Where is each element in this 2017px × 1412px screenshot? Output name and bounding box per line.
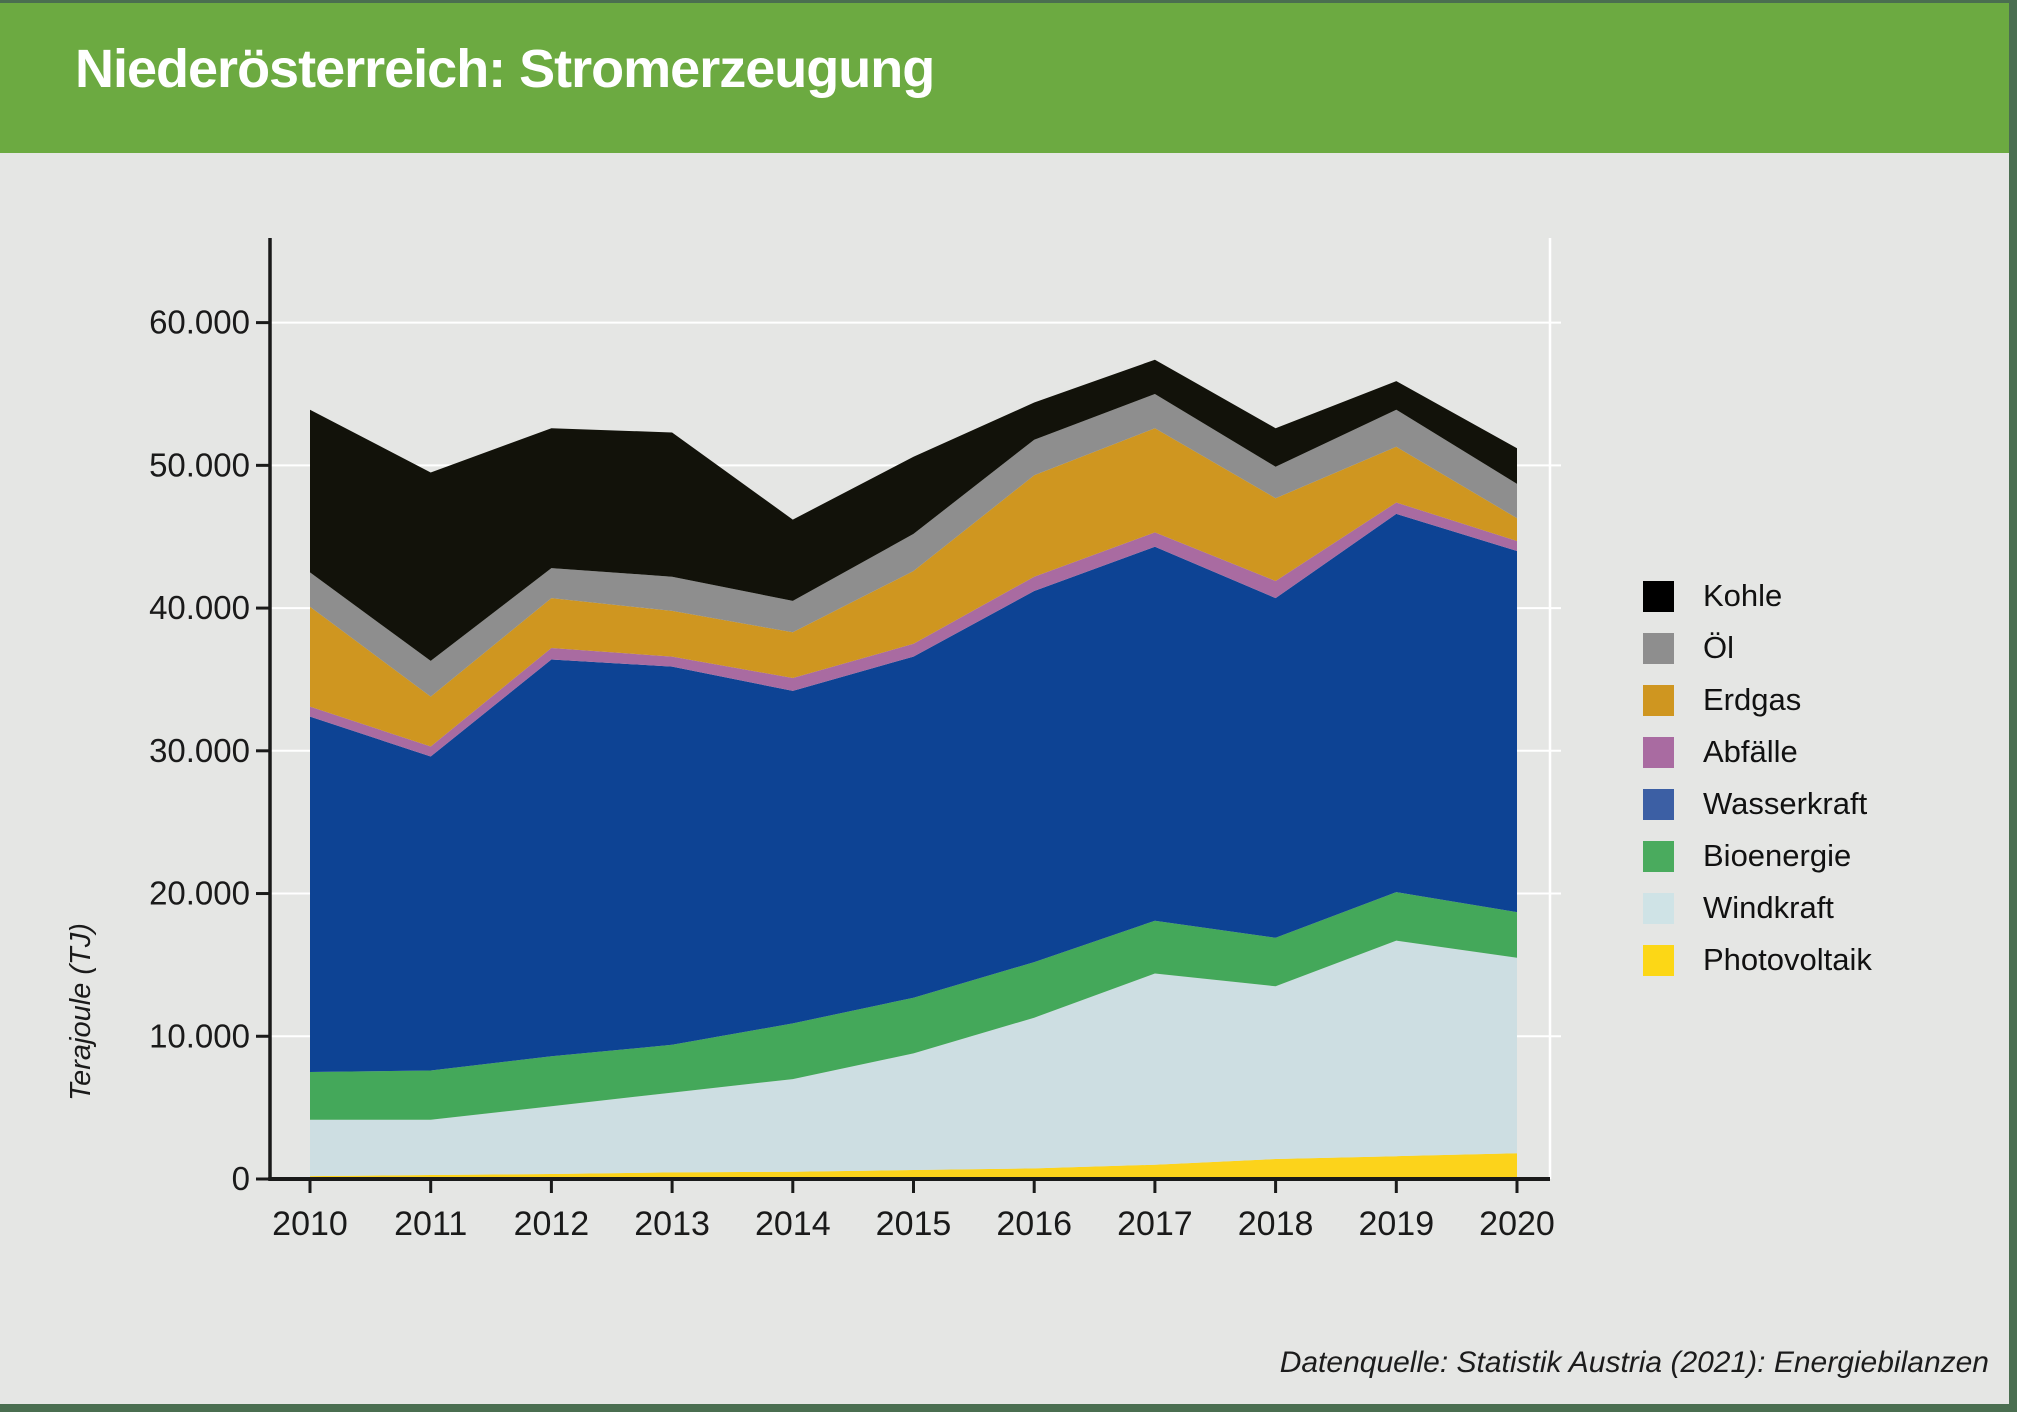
area-Photovoltaik — [310, 1153, 1517, 1179]
right-edge-stripe — [2009, 0, 2017, 1412]
legend-item-Bioenergie: Bioenergie — [1643, 830, 1872, 882]
legend-label-Erdgas: Erdgas — [1703, 682, 1802, 717]
legend-item-Wasserkraft: Wasserkraft — [1643, 778, 1872, 830]
area-Windkraft — [310, 940, 1517, 1177]
legend-swatch-Windkraft — [1643, 892, 1674, 924]
y-tick-label-0: 0 — [232, 1160, 250, 1197]
legend-label-Bioenergie: Bioenergie — [1703, 838, 1852, 873]
legend-item-Öl: Öl — [1643, 622, 1872, 674]
legend-swatch-Abfälle — [1643, 736, 1674, 768]
x-tick-label-2016: 2016 — [996, 1205, 1072, 1243]
header-bar: Niederösterreich: Stromerzeugung — [0, 0, 2017, 153]
legend-swatch-Wasserkraft — [1643, 788, 1674, 820]
x-tick-label-2013: 2013 — [634, 1205, 710, 1243]
area-Kohle — [310, 359, 1517, 661]
y-tick-label-30.000: 30.000 — [149, 732, 250, 769]
x-tick-label-2019: 2019 — [1358, 1205, 1434, 1243]
legend-label-Öl: Öl — [1703, 630, 1734, 665]
area-Abfälle — [310, 502, 1517, 757]
y-axis-title: Terajoule (TJ) — [65, 923, 97, 1101]
legend-item-Kohle: Kohle — [1643, 570, 1872, 622]
x-tick-label-2015: 2015 — [876, 1205, 952, 1243]
y-tick-label-20.000: 20.000 — [149, 875, 250, 912]
area-Öl — [310, 394, 1517, 697]
chart-legend: Kohle Öl Erdgas Abfälle Wasserkraft Bioenergi… — [1643, 570, 1872, 986]
data-source-note: Datenquelle: Statistik Austria (2021): E… — [1279, 1346, 1989, 1379]
legend-swatch-Öl — [1643, 632, 1674, 664]
top-edge-stripe — [0, 0, 2017, 3]
legend-swatch-Erdgas — [1643, 684, 1674, 716]
legend-label-Abfälle: Abfälle — [1703, 734, 1798, 769]
bottom-edge-stripe — [0, 1404, 2017, 1412]
y-tick-label-60.000: 60.000 — [149, 304, 250, 341]
legend-label-Windkraft: Windkraft — [1703, 890, 1834, 925]
legend-label-Wasserkraft: Wasserkraft — [1703, 786, 1868, 821]
legend-label-Photovoltaik: Photovoltaik — [1703, 942, 1872, 977]
legend-label-Kohle: Kohle — [1703, 578, 1783, 613]
x-tick-label-2012: 2012 — [514, 1205, 590, 1243]
area-Wasserkraft — [310, 513, 1517, 1072]
legend-swatch-Photovoltaik — [1643, 944, 1674, 976]
legend-item-Windkraft: Windkraft — [1643, 882, 1872, 934]
y-tick-label-50.000: 50.000 — [149, 446, 250, 483]
page-title: Niederösterreich: Stromerzeugung — [75, 39, 935, 99]
x-tick-label-2020: 2020 — [1479, 1205, 1555, 1243]
legend-swatch-Kohle — [1643, 580, 1674, 612]
y-tick-label-40.000: 40.000 — [149, 589, 250, 626]
x-tick-label-2011: 2011 — [394, 1205, 467, 1243]
x-tick-label-2017: 2017 — [1117, 1205, 1193, 1243]
legend-item-Photovoltaik: Photovoltaik — [1643, 934, 1872, 986]
x-tick-label-2010: 2010 — [272, 1205, 348, 1243]
legend-swatch-Bioenergie — [1643, 840, 1674, 872]
y-tick-label-10.000: 10.000 — [149, 1017, 250, 1054]
x-tick-label-2014: 2014 — [755, 1205, 831, 1243]
area-Bioenergie — [310, 892, 1517, 1120]
legend-item-Erdgas: Erdgas — [1643, 674, 1872, 726]
x-tick-label-2018: 2018 — [1238, 1205, 1314, 1243]
area-Erdgas — [310, 428, 1517, 747]
legend-item-Abfälle: Abfälle — [1643, 726, 1872, 778]
